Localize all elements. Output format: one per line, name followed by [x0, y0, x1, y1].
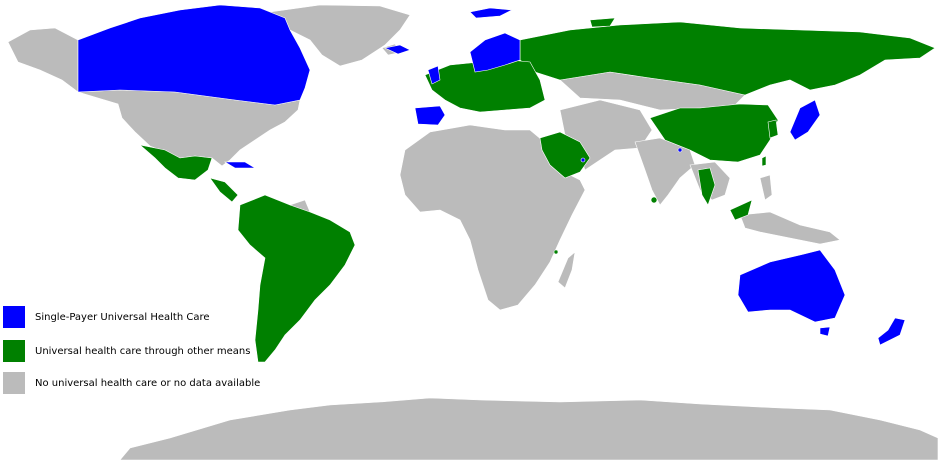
- region-other-means: [138, 17, 936, 363]
- australia: [737, 249, 846, 323]
- legend-swatch-single-payer: [3, 306, 25, 328]
- iberia: [414, 105, 446, 126]
- mexico: [138, 144, 213, 181]
- legend-label-single-payer: Single-Payer Universal Health Care: [35, 311, 210, 323]
- legend-swatch-other-means: [3, 340, 25, 362]
- legend-item-other-means: Universal health care through other mean…: [3, 340, 250, 362]
- russia: [519, 21, 936, 96]
- legend-item-single-payer: Single-Payer Universal Health Care: [3, 306, 210, 328]
- sri-lanka: [650, 196, 658, 204]
- south-america: [237, 194, 356, 363]
- arctic-islands: [469, 7, 514, 19]
- china: [649, 103, 779, 163]
- island-dot-blue: [677, 147, 683, 153]
- indonesia: [739, 211, 841, 245]
- uk: [427, 65, 441, 85]
- philippines: [759, 174, 773, 201]
- antarctica: [119, 397, 939, 460]
- korea: [767, 119, 779, 139]
- cuba: [223, 161, 257, 169]
- alaska: [7, 27, 79, 93]
- madagascar: [557, 251, 576, 289]
- nordics: [469, 32, 521, 73]
- taiwan: [761, 155, 767, 167]
- region-single-payer: [77, 4, 906, 346]
- malaysia: [729, 199, 753, 221]
- island-dot: [553, 249, 559, 255]
- legend-label-other-means: Universal health care through other mean…: [35, 345, 251, 357]
- thailand: [697, 167, 716, 206]
- central-america: [209, 177, 239, 203]
- iceland: [384, 44, 411, 55]
- svalbard: [589, 17, 616, 28]
- africa: [399, 124, 586, 311]
- saudi-arabia: [539, 131, 591, 179]
- legend-swatch-no-data: [3, 372, 25, 394]
- gulf-state-dot: [580, 157, 586, 163]
- legend-label-no-data: No universal health care or no data avai…: [35, 377, 261, 389]
- tasmania: [819, 326, 831, 337]
- greenland: [269, 4, 411, 67]
- canada: [77, 4, 311, 106]
- japan: [789, 99, 821, 141]
- legend-item-no-data: No universal health care or no data avai…: [3, 372, 260, 394]
- new-zealand: [877, 317, 906, 346]
